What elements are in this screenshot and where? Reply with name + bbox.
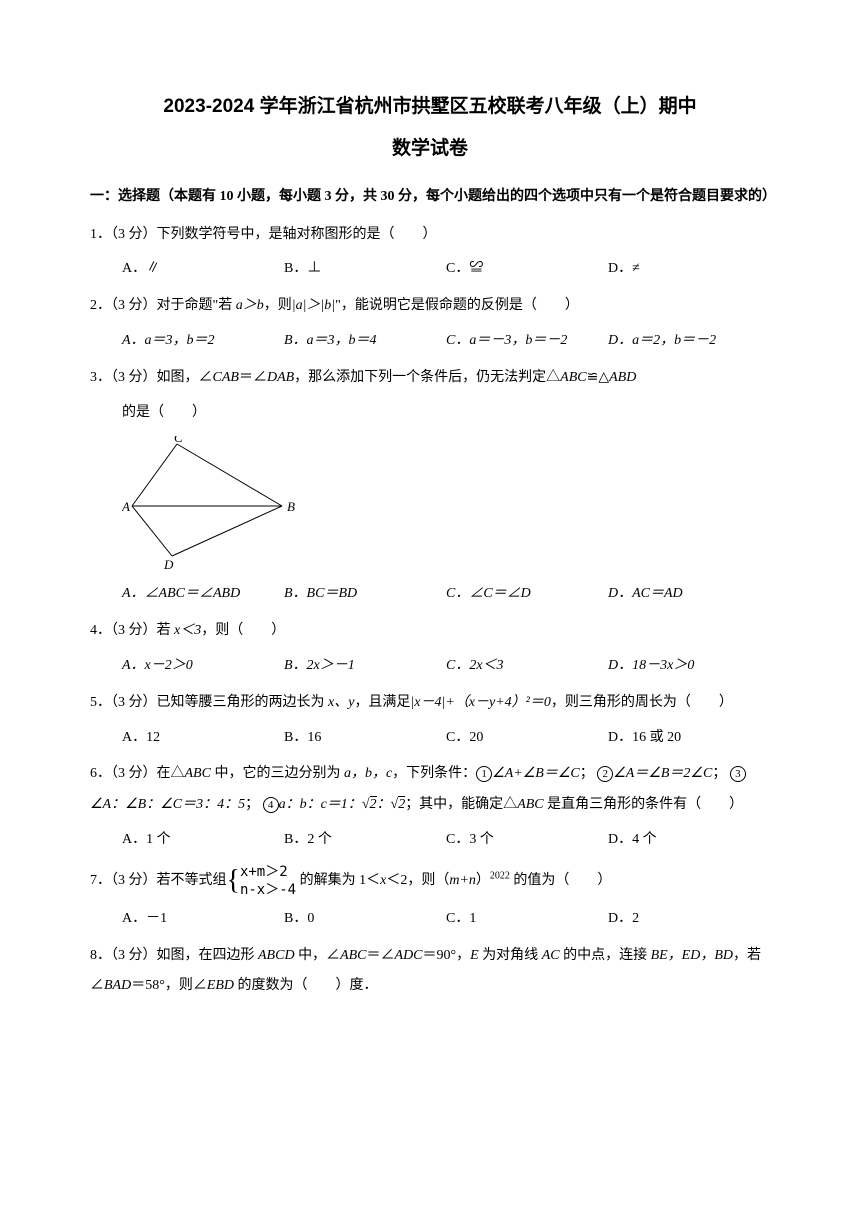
sqrt2-2: √2 — [391, 796, 406, 812]
q6-opt-a: A．1 个 — [122, 825, 284, 856]
q6-opt-b: B．2 个 — [284, 825, 446, 856]
q3-opt-d: D．AC＝AD — [608, 579, 770, 610]
brace-icon: { — [227, 862, 240, 900]
q6-text: 6．（3 分）在△ABC 中，它的三边分别为 a，b，c，下列条件：1∠A+∠B… — [90, 759, 770, 821]
q1-opt-a: A．∥ — [122, 254, 284, 285]
question-5: 5．（3 分）已知等腰三角形的两边长为 x、y，且满足|x－4|+（x－y+4）… — [90, 688, 770, 754]
q6-opt-d: D．4 个 — [608, 825, 770, 856]
question-1: 1．（3 分）下列数学符号中，是轴对称图形的是（ ） A．∥ B．⊥ C．≌ D… — [90, 220, 770, 286]
question-4: 4．（3 分）若 x＜3，则（ ） A．x－2＞0 B．2x＞－1 C．2x＜3… — [90, 616, 770, 682]
inequality-system: x+m＞2n-x＞-4 — [240, 863, 296, 899]
q2-opt-c: C．a＝－3，b＝－2 — [446, 326, 608, 357]
circled-2: 2 — [597, 766, 613, 782]
q2-text: 2．（3 分）对于命题"若 a＞b，则|a|＞|b|"，能说明它是假命题的反例是… — [90, 291, 770, 322]
circled-1: 1 — [476, 766, 492, 782]
q2-opt-a: A．a＝3，b＝2 — [122, 326, 284, 357]
q4-opt-c: C．2x＜3 — [446, 651, 608, 682]
q8-text: 8．（3 分）如图，在四边形 ABCD 中，∠ABC＝∠ADC＝90°，E 为对… — [90, 941, 770, 1003]
q1-opt-c: C．≌ — [446, 254, 608, 285]
q2-opt-b: B．a＝3，b＝4 — [284, 326, 446, 357]
q5-text: 5．（3 分）已知等腰三角形的两边长为 x、y，且满足|x－4|+（x－y+4）… — [90, 688, 770, 719]
q5-opt-c: C．20 — [446, 723, 608, 754]
q1-text: 1．（3 分）下列数学符号中，是轴对称图形的是（ ） — [90, 220, 770, 251]
circled-3: 3 — [730, 766, 746, 782]
q4-text: 4．（3 分）若 x＜3，则（ ） — [90, 616, 770, 647]
q4-opt-d: D．18－3x＞0 — [608, 651, 770, 682]
q5-opt-a: A．12 — [122, 723, 284, 754]
q7-opt-b: B．0 — [284, 904, 446, 935]
q7-text: 7．（3 分）若不等式组{x+m＞2n-x＞-4 的解集为 1＜x＜2，则（m+… — [90, 862, 770, 900]
svg-text:B: B — [287, 499, 295, 514]
circled-4: 4 — [263, 797, 279, 813]
svg-text:A: A — [122, 499, 130, 514]
q7-opt-c: C．1 — [446, 904, 608, 935]
svg-text:C: C — [174, 436, 183, 445]
exam-subtitle: 数学试卷 — [90, 132, 770, 166]
q4-opt-a: A．x－2＞0 — [122, 651, 284, 682]
q5-opt-b: B．16 — [284, 723, 446, 754]
svg-text:D: D — [163, 557, 174, 571]
question-7: 7．（3 分）若不等式组{x+m＞2n-x＞-4 的解集为 1＜x＜2，则（m+… — [90, 862, 770, 935]
sqrt2-1: √2 — [362, 796, 377, 812]
q7-opt-a: A．－1 — [122, 904, 284, 935]
q1-opt-b: B．⊥ — [284, 254, 446, 285]
section-header: 一：选择题（本题有 10 小题，每小题 3 分，共 30 分，每个小题给出的四个… — [90, 184, 770, 209]
q4-opt-b: B．2x＞－1 — [284, 651, 446, 682]
exam-title: 2023-2024 学年浙江省杭州市拱墅区五校联考八年级（上）期中 — [90, 90, 770, 124]
q5-opt-d: D．16 或 20 — [608, 723, 770, 754]
q3-figure: A B C D — [90, 436, 770, 571]
q3-tail: 的是（ ） — [90, 398, 770, 429]
q3-text: 3．（3 分）如图，∠CAB＝∠DAB，那么添加下列一个条件后，仍无法判定△AB… — [90, 363, 770, 394]
q1-opt-d: D．≠ — [608, 254, 770, 285]
q3-opt-c: C．∠C＝∠D — [446, 579, 608, 610]
q3-opt-b: B．BC＝BD — [284, 579, 446, 610]
q6-opt-c: C．3 个 — [446, 825, 608, 856]
q7-opt-d: D．2 — [608, 904, 770, 935]
question-8: 8．（3 分）如图，在四边形 ABCD 中，∠ABC＝∠ADC＝90°，E 为对… — [90, 941, 770, 1003]
question-2: 2．（3 分）对于命题"若 a＞b，则|a|＞|b|"，能说明它是假命题的反例是… — [90, 291, 770, 357]
q2-opt-d: D．a＝2，b＝－2 — [608, 326, 770, 357]
question-3: 3．（3 分）如图，∠CAB＝∠DAB，那么添加下列一个条件后，仍无法判定△AB… — [90, 363, 770, 610]
question-6: 6．（3 分）在△ABC 中，它的三边分别为 a，b，c，下列条件：1∠A+∠B… — [90, 759, 770, 855]
triangle-diagram: A B C D — [122, 436, 302, 571]
q3-opt-a: A．∠ABC＝∠ABD — [122, 579, 284, 610]
